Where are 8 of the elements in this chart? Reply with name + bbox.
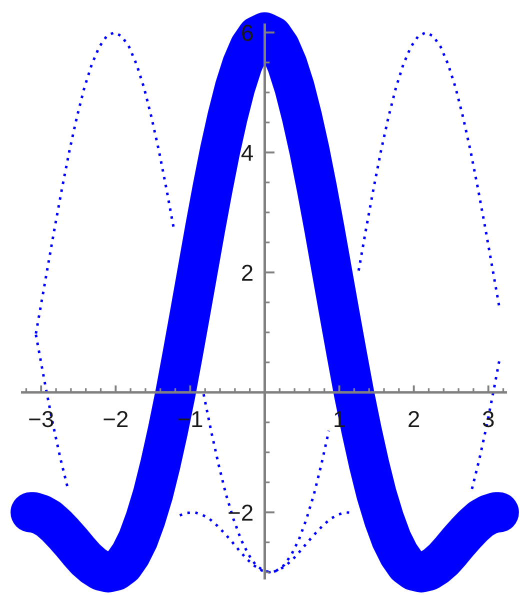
x-tick-label: −3 (29, 411, 54, 428)
y-tick-label: 2 (242, 264, 252, 281)
y-tick-label: −2 (228, 504, 252, 521)
x-tick-label: 2 (408, 411, 420, 428)
y-tick-label: 4 (241, 144, 253, 161)
x-tick-label: −2 (104, 411, 128, 428)
y-tick-label: 6 (242, 24, 253, 42)
x-tick-label: 3 (482, 411, 494, 428)
